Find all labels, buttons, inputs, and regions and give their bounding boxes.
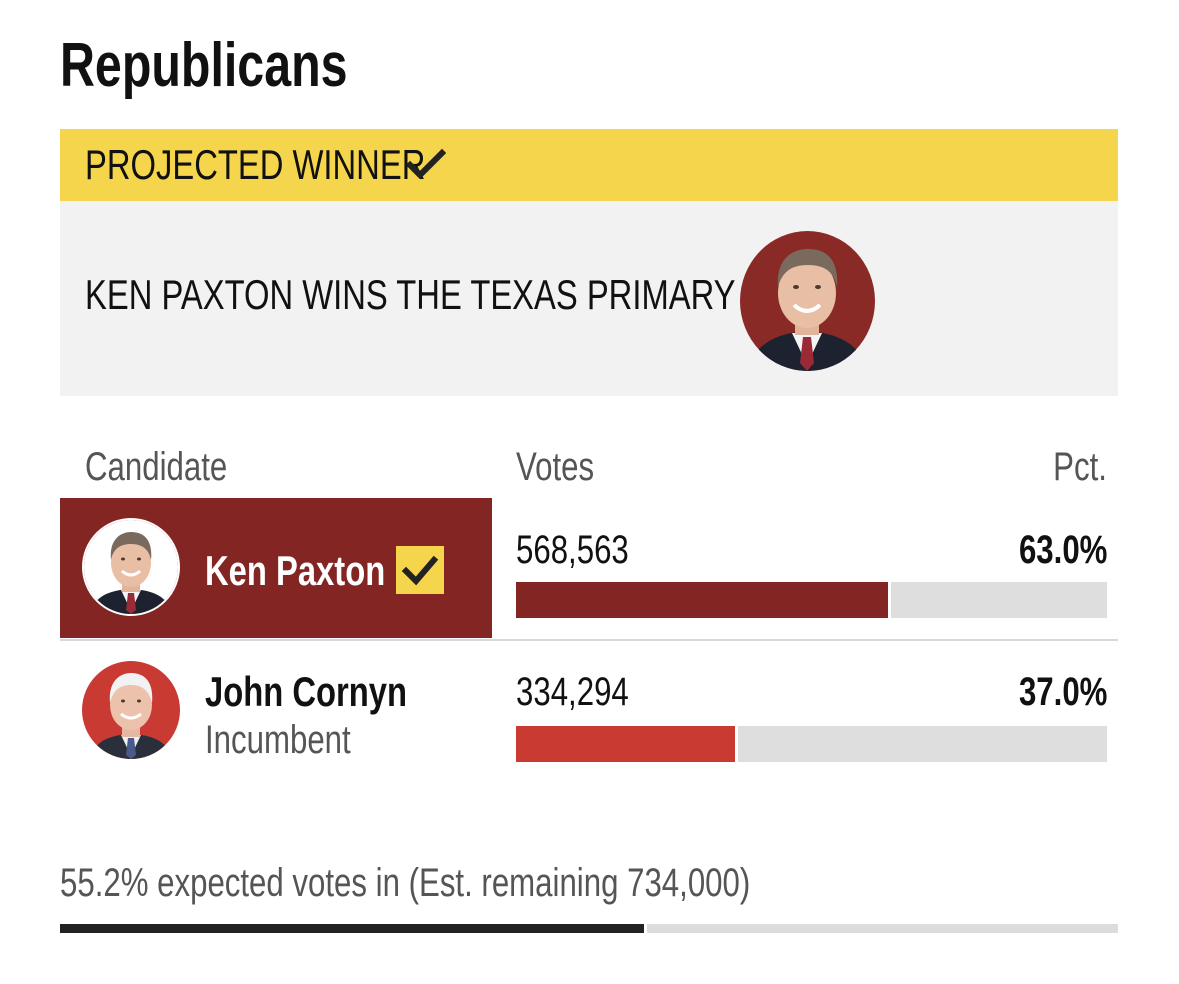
avatar-john-cornyn [82, 661, 180, 759]
paxton-portrait-large [740, 231, 875, 371]
winner-headline: KEN PAXTON WINS THE TEXAS PRIMARY [85, 263, 919, 327]
paxton-portrait-small [84, 520, 178, 614]
winner-headline-card[interactable]: KEN PAXTON WINS THE TEXAS PRIMARY [60, 201, 1118, 396]
column-header-votes-text: Votes [516, 445, 595, 489]
pct-cornyn-text: 37.0% [1018, 670, 1107, 714]
pct-paxton-text: 63.0% [1018, 528, 1107, 572]
winner-checkmark-badge [396, 546, 444, 594]
votes-cornyn-text: 334,294 [516, 670, 629, 714]
vote-bar-track-cornyn [516, 726, 1107, 762]
candidate-name-cornyn-text: John Cornyn [205, 668, 408, 715]
projected-winner-label-text: PROJECTED WINNER [85, 141, 426, 188]
winner-photo [740, 231, 875, 371]
expected-votes-progress-track [60, 924, 1118, 933]
avatar-ken-paxton [82, 518, 180, 616]
pct-cornyn: 37.0% [994, 667, 1107, 717]
vote-bar-fill-paxton [516, 582, 891, 618]
votes-paxton-text: 568,563 [516, 528, 629, 572]
section-title-text: Republicans [60, 31, 348, 100]
projected-winner-banner: PROJECTED WINNER [60, 129, 1118, 201]
candidate-status-cornyn: Incumbent [205, 715, 392, 765]
vote-bar-track-paxton [516, 582, 1107, 618]
column-header-pct-text: Pct. [1053, 445, 1107, 489]
candidate-name-cornyn: John Cornyn [205, 667, 464, 717]
check-icon [406, 148, 446, 180]
winner-headline-text: KEN PAXTON WINS THE TEXAS PRIMARY [85, 271, 736, 318]
projected-winner-label: PROJECTED WINNER [85, 129, 521, 201]
check-icon [401, 555, 439, 586]
column-header-votes: Votes [516, 442, 616, 492]
vote-bar-fill-cornyn [516, 726, 738, 762]
expected-votes-text: 55.2% expected votes in (Est. remaining … [60, 858, 945, 908]
candidate-status-cornyn-text: Incumbent [205, 718, 351, 762]
column-header-candidate: Candidate [85, 442, 267, 492]
section-title: Republicans [60, 28, 429, 104]
expected-votes-progress-fill [60, 924, 647, 933]
expected-votes-label: 55.2% expected votes in (Est. remaining … [60, 861, 751, 905]
column-header-candidate-text: Candidate [85, 445, 228, 489]
votes-cornyn: 334,294 [516, 667, 661, 717]
row-divider [60, 639, 1118, 641]
candidate-name-paxton-text: Ken Paxton [205, 547, 386, 594]
candidate-name-paxton: Ken Paxton [205, 546, 436, 596]
pct-paxton: 63.0% [994, 525, 1107, 575]
column-header-pct: Pct. [1038, 442, 1107, 492]
cornyn-portrait-small [82, 661, 180, 759]
votes-paxton: 568,563 [516, 525, 661, 575]
